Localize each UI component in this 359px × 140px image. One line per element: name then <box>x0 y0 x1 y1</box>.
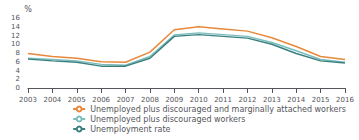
svg-text:2: 2 <box>16 75 20 83</box>
svg-text:16: 16 <box>11 14 20 22</box>
svg-text:2011: 2011 <box>214 96 232 104</box>
svg-text:2006: 2006 <box>92 96 110 104</box>
svg-text:2009: 2009 <box>165 96 183 104</box>
svg-text:%: % <box>24 5 32 14</box>
svg-text:0: 0 <box>16 84 20 92</box>
svg-text:2012: 2012 <box>239 96 257 104</box>
svg-text:4: 4 <box>16 67 21 75</box>
svg-text:2010: 2010 <box>190 96 208 104</box>
svg-text:Unemployed plus discouraged an: Unemployed plus discouraged and marginal… <box>90 105 346 114</box>
svg-text:2005: 2005 <box>68 96 86 104</box>
svg-text:2008: 2008 <box>141 96 159 104</box>
svg-text:2004: 2004 <box>43 96 61 104</box>
svg-text:Unemployment rate: Unemployment rate <box>90 125 170 134</box>
svg-text:2016: 2016 <box>336 96 354 104</box>
svg-text:2015: 2015 <box>312 96 330 104</box>
svg-text:10: 10 <box>11 40 20 48</box>
svg-text:Unemployed plus discouraged wo: Unemployed plus discouraged workers <box>90 115 245 124</box>
svg-text:14: 14 <box>11 23 20 31</box>
svg-text:2014: 2014 <box>287 96 305 104</box>
svg-text:8: 8 <box>16 49 20 57</box>
svg-text:2003: 2003 <box>19 96 37 104</box>
svg-text:6: 6 <box>16 58 21 66</box>
svg-text:12: 12 <box>11 32 20 40</box>
svg-text:2013: 2013 <box>263 96 281 104</box>
svg-text:2007: 2007 <box>117 96 135 104</box>
